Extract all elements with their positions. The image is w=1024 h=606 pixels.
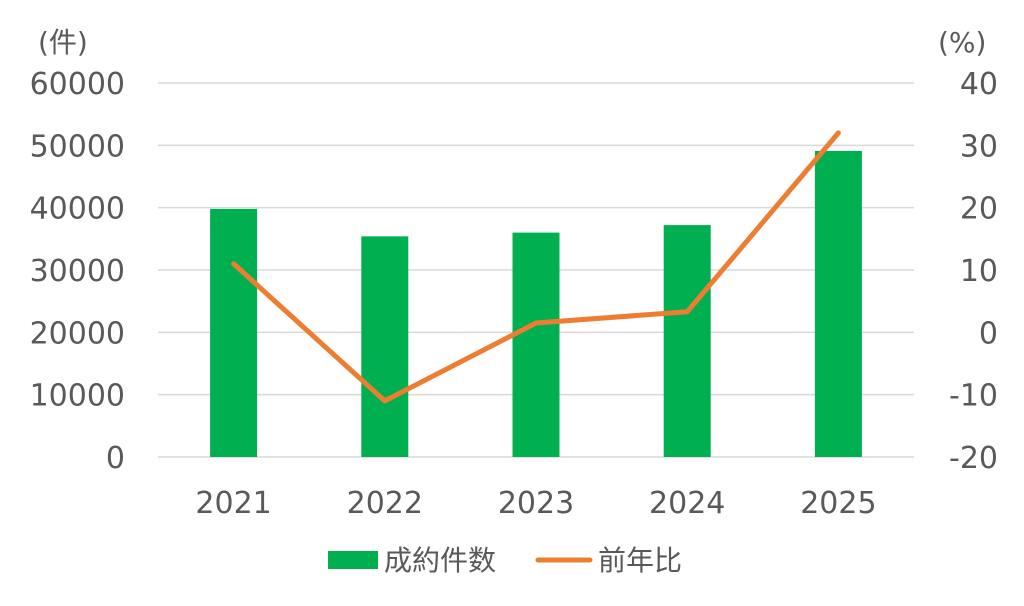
right-tick-label: 20 xyxy=(960,192,998,227)
right-axis-unit: (%) xyxy=(938,26,986,59)
bar xyxy=(210,208,258,457)
legend-label-bar: 成約件数 xyxy=(384,544,496,577)
left-tick-label: 50000 xyxy=(30,129,125,164)
left-axis-ticks: 0 10000 20000 30000 40000 50000 60000 xyxy=(30,67,125,476)
right-tick-label: 0 xyxy=(979,316,998,351)
x-tick-label: 2025 xyxy=(800,486,876,521)
right-tick-label: 40 xyxy=(960,67,998,102)
bar xyxy=(512,232,560,457)
legend-label-line: 前年比 xyxy=(598,544,682,577)
left-tick-label: 10000 xyxy=(30,379,125,414)
left-tick-label: 40000 xyxy=(30,192,125,227)
left-tick-label: 0 xyxy=(106,441,125,476)
right-tick-label: 10 xyxy=(960,254,998,289)
line-series xyxy=(231,130,841,404)
right-tick-label: 30 xyxy=(960,129,998,164)
bar-series xyxy=(210,150,862,457)
legend-swatch-bar xyxy=(328,551,378,569)
left-axis-unit: (件) xyxy=(38,26,88,59)
x-tick-label: 2022 xyxy=(347,486,423,521)
x-axis-ticks: 2021 2022 2023 2024 2025 xyxy=(195,486,876,521)
bar xyxy=(361,236,409,457)
x-tick-label: 2021 xyxy=(195,486,271,521)
legend: 成約件数 前年比 xyxy=(328,544,682,577)
right-axis-ticks: -20 -10 0 10 20 30 40 xyxy=(949,67,998,476)
bar xyxy=(814,150,862,457)
right-tick-label: -10 xyxy=(949,379,998,414)
bar xyxy=(663,225,711,457)
right-tick-label: -20 xyxy=(949,441,998,476)
x-tick-label: 2024 xyxy=(649,486,725,521)
left-tick-label: 30000 xyxy=(30,254,125,289)
left-tick-label: 20000 xyxy=(30,316,125,351)
x-tick-label: 2023 xyxy=(498,486,574,521)
left-tick-label: 60000 xyxy=(30,67,125,102)
